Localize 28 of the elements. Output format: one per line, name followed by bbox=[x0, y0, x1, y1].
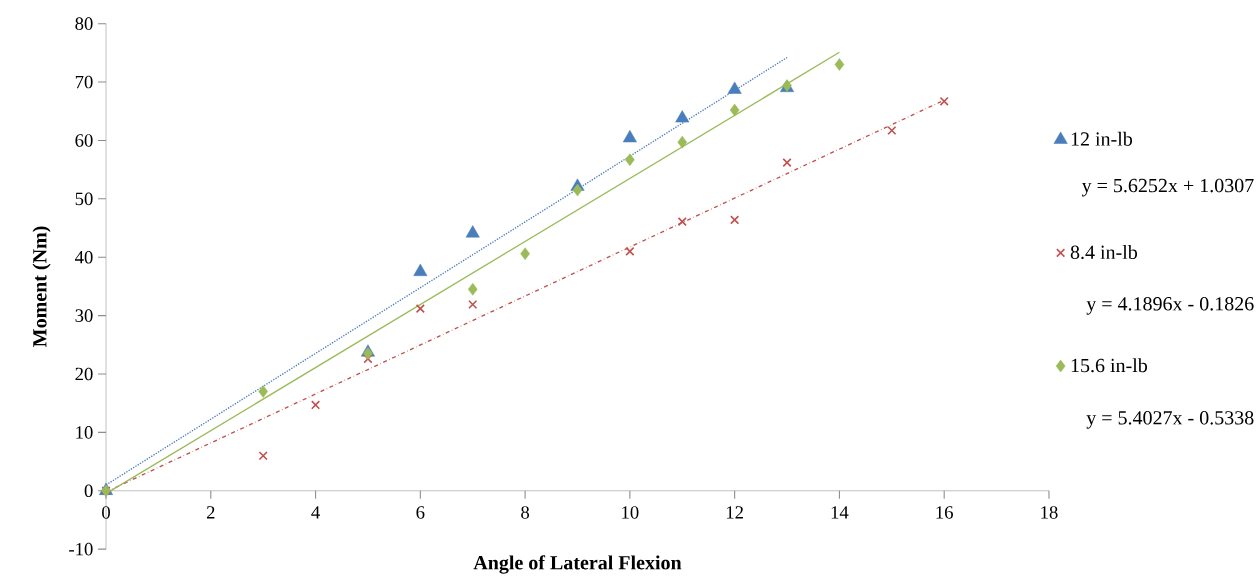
x-tick-label: 6 bbox=[416, 506, 425, 519]
x-tick-label: 0 bbox=[102, 506, 110, 519]
text: y = 5.4027x - 0.5338 bbox=[1086, 410, 1254, 429]
y-tick-label: 20 bbox=[75, 367, 93, 381]
y-tick-label: 10 bbox=[76, 425, 93, 439]
y-tick-label: 80 bbox=[75, 17, 93, 30]
x-tick-label: 8 bbox=[521, 506, 530, 519]
y-tick-label: 50 bbox=[75, 192, 93, 206]
y-tick-label: 70 bbox=[75, 75, 93, 89]
legend-label: 8.4 in-lb bbox=[1070, 244, 1138, 260]
y-axis-title: Moment (Nm) bbox=[32, 226, 51, 347]
y-tick-label: 0 bbox=[84, 484, 93, 497]
y-tick-label: 40 bbox=[75, 250, 93, 264]
y-tick-label: 30 bbox=[75, 309, 93, 322]
x-tick-label: 16 bbox=[936, 506, 953, 519]
legend-label: 15.6 in-lb bbox=[1071, 358, 1148, 373]
x-tick-label: 14 bbox=[831, 506, 849, 519]
x-tick-label: 4 bbox=[311, 506, 320, 519]
x-tick-label: 12 bbox=[726, 506, 743, 519]
y-tick-label: -10 bbox=[69, 542, 93, 556]
x-tick-label: 2 bbox=[206, 506, 215, 519]
text: y = 5.6252x + 1.0307 bbox=[1081, 178, 1254, 197]
x-tick-label: 18 bbox=[1041, 506, 1058, 519]
legend-label: 12 in-lb bbox=[1071, 131, 1133, 146]
text: y = 4.1896x - 0.1826 bbox=[1086, 296, 1254, 315]
x-tick-label: 10 bbox=[622, 506, 639, 519]
y-tick-label: 60 bbox=[75, 134, 93, 147]
x-axis-title: Angle of Lateral Flexion bbox=[473, 555, 682, 574]
